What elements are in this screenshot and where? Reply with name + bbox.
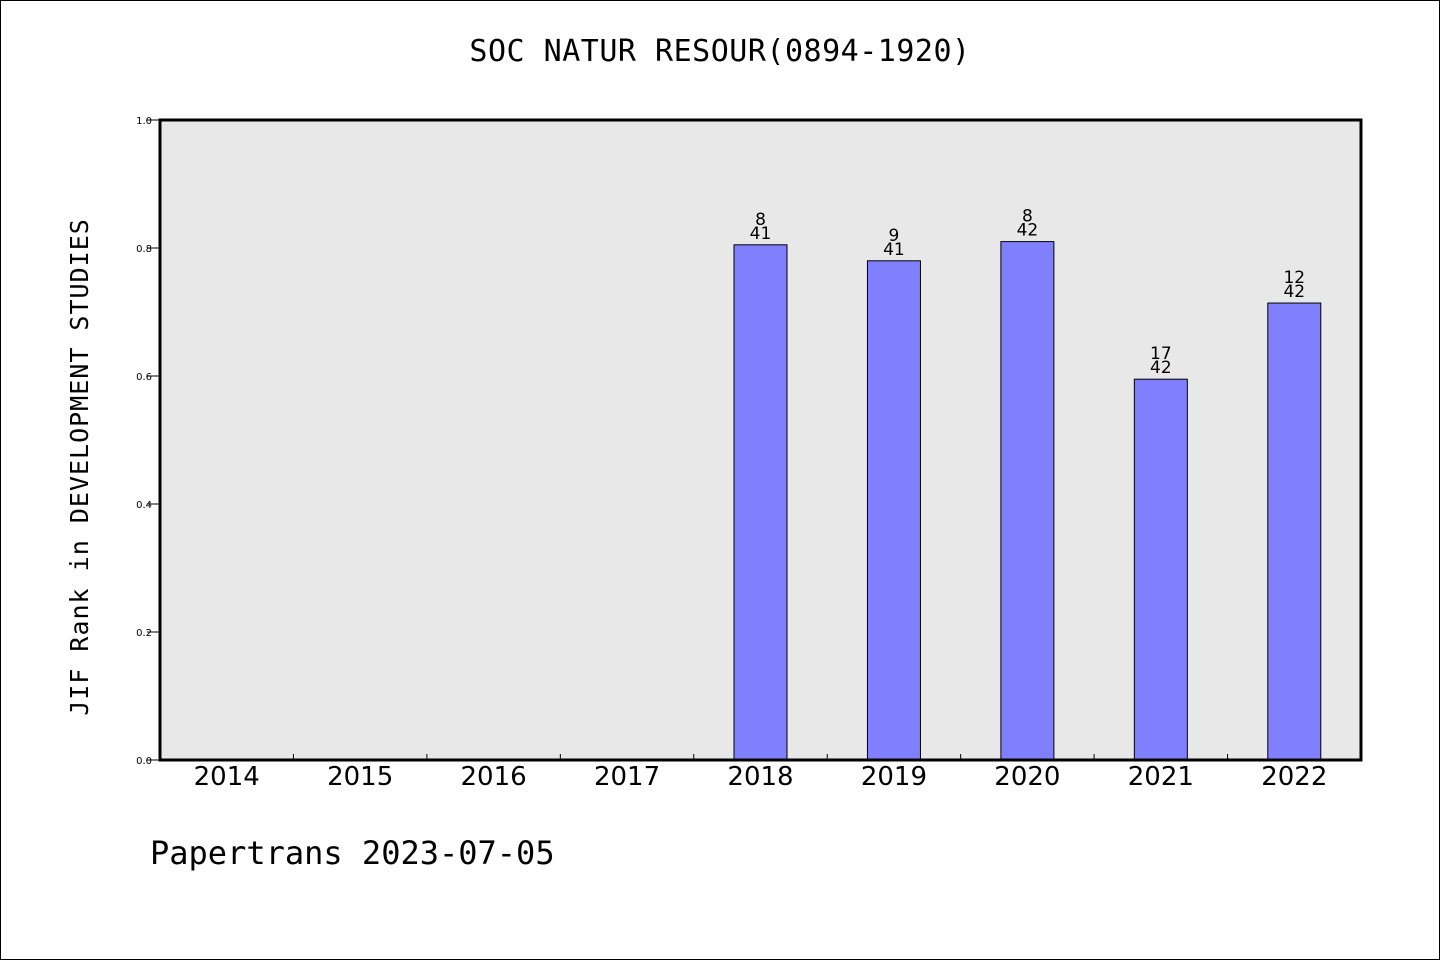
total-label-2021: 42 xyxy=(1150,358,1172,378)
x-tick-label-2015: 2015 xyxy=(327,762,393,792)
x-tick-label-2014: 2014 xyxy=(194,762,260,792)
rank-label-2018: 8 xyxy=(755,210,766,230)
x-tick-label-2022: 2022 xyxy=(1261,762,1327,792)
chart-title: SOC NATUR RESOUR(0894-1920) xyxy=(469,34,971,69)
total-label-2020: 42 xyxy=(1017,221,1039,241)
x-tick-label-2016: 2016 xyxy=(461,762,527,792)
bar-2018 xyxy=(733,244,788,761)
y-tick-label: 0.8 xyxy=(136,244,152,255)
x-tick-label-2019: 2019 xyxy=(861,762,927,792)
bar-2019 xyxy=(866,260,921,761)
rank-label-2019: 9 xyxy=(889,226,900,246)
y-tick-label: 0.6 xyxy=(136,372,152,383)
y-tick-label: 0.0 xyxy=(136,756,152,767)
rank-label-2022: 12 xyxy=(1283,268,1305,288)
x-tick-label-2020: 2020 xyxy=(994,762,1060,792)
y-tick-label: 1.0 xyxy=(136,116,152,127)
bar-2020 xyxy=(1000,241,1055,761)
x-tick-label-2021: 2021 xyxy=(1128,762,1194,792)
y-tick-label: 0.2 xyxy=(136,628,152,639)
y-tick-label: 0.4 xyxy=(136,500,152,511)
rank-label-2020: 8 xyxy=(1022,207,1033,227)
bar-2021 xyxy=(1133,378,1188,761)
footer-credit: Papertrans 2023-07-05 xyxy=(150,834,555,872)
rank-label-2021: 17 xyxy=(1150,344,1172,364)
bar-2022 xyxy=(1267,302,1322,761)
total-label-2022: 42 xyxy=(1283,282,1305,302)
total-label-2019: 41 xyxy=(883,240,905,260)
total-label-2018: 41 xyxy=(750,224,772,244)
plot-border xyxy=(158,118,1363,762)
x-tick-label-2017: 2017 xyxy=(594,762,660,792)
x-tick-label-2018: 2018 xyxy=(727,762,793,792)
